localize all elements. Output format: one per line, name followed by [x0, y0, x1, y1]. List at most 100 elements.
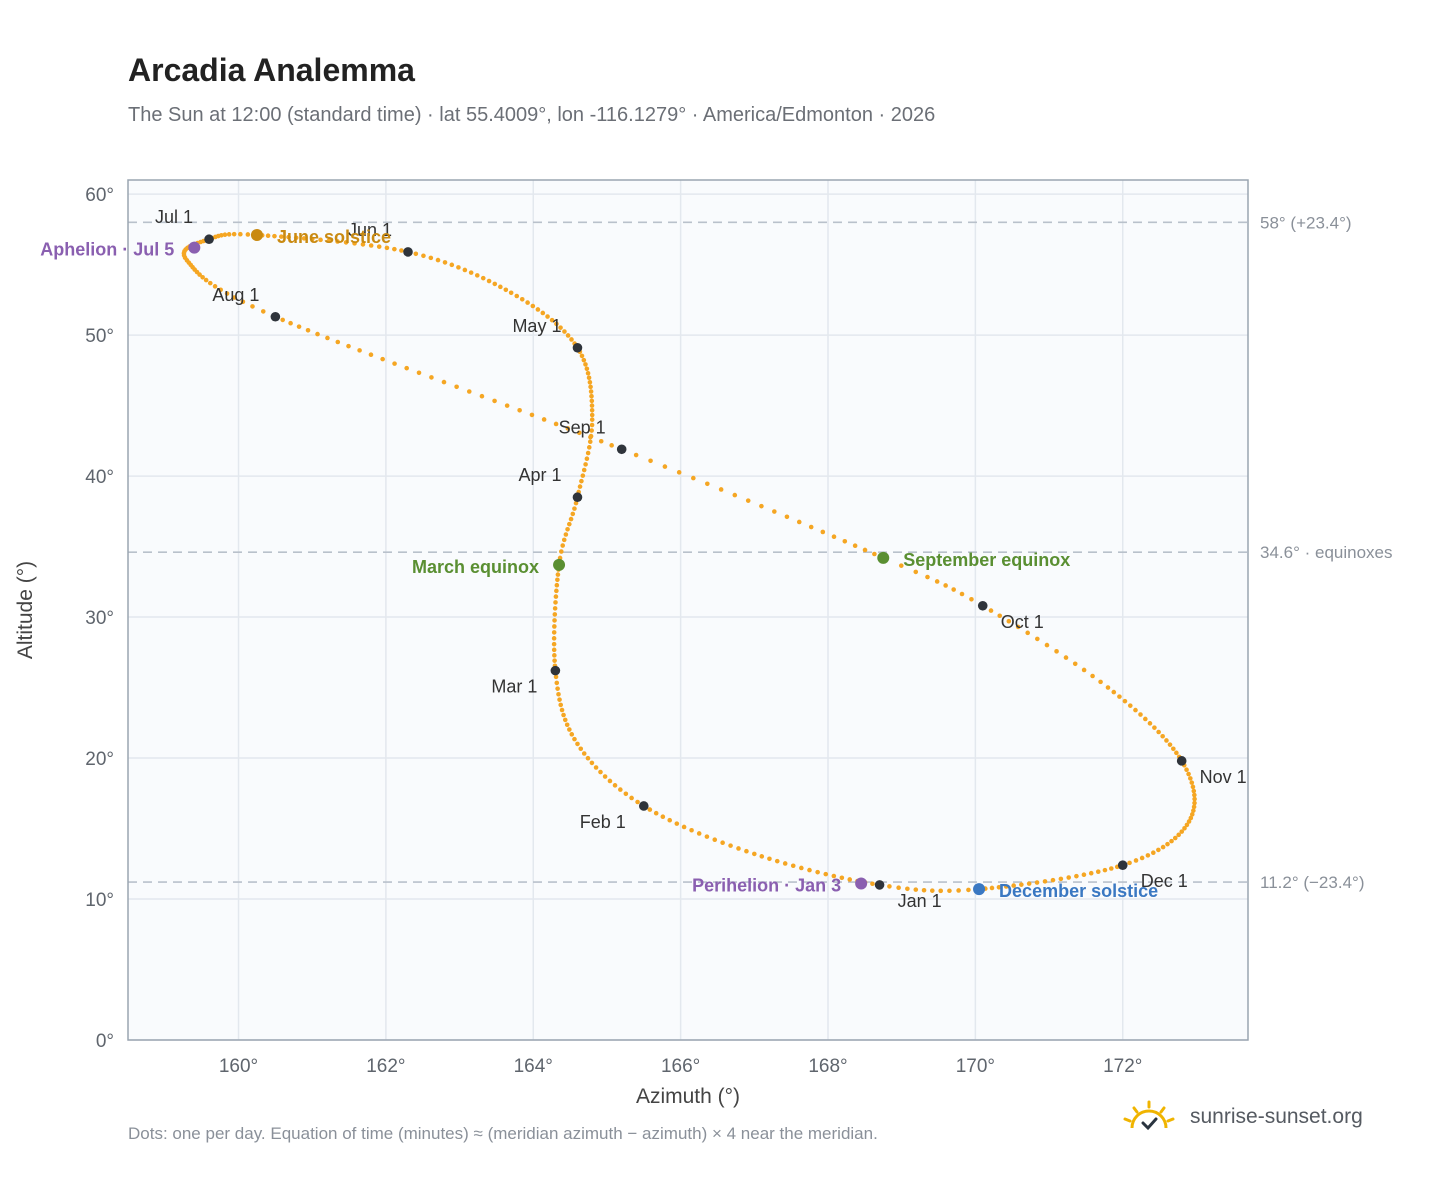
daily-dot — [820, 529, 826, 535]
daily-dot — [492, 281, 498, 287]
daily-dot — [752, 851, 757, 857]
daily-dot — [956, 888, 961, 893]
daily-dot — [930, 888, 935, 893]
daily-dot — [551, 641, 557, 647]
daily-dot — [831, 534, 837, 539]
daily-dot — [207, 280, 213, 286]
daily-dot — [492, 398, 497, 404]
daily-dot — [552, 624, 557, 629]
daily-dot — [570, 511, 576, 517]
daily-dot — [454, 384, 459, 390]
event-marker — [553, 558, 566, 571]
daily-dot — [260, 309, 266, 314]
daily-dot — [598, 769, 603, 775]
daily-dot — [790, 863, 796, 869]
daily-dot — [559, 707, 565, 713]
month-label: Jun 1 — [348, 220, 392, 240]
month-marker — [1117, 860, 1128, 870]
daily-dot — [335, 239, 340, 244]
daily-dot — [1192, 800, 1197, 806]
daily-dot — [587, 439, 593, 445]
daily-dot — [732, 492, 738, 498]
daily-dot — [561, 537, 567, 543]
y-tick-label: 30° — [85, 608, 114, 629]
daily-dot — [1160, 844, 1166, 850]
daily-dot — [589, 403, 595, 408]
month-marker — [270, 311, 281, 322]
daily-dot — [1186, 819, 1192, 824]
daily-dot — [581, 751, 587, 756]
daily-dot — [578, 746, 584, 752]
daily-dot — [782, 861, 788, 866]
daily-dot — [449, 262, 455, 268]
daily-dot — [609, 443, 614, 448]
daily-dot — [1147, 721, 1153, 726]
daily-dot — [1191, 808, 1196, 813]
brand[interactable]: sunrise-sunset.org — [1122, 1100, 1363, 1134]
daily-dot — [514, 293, 520, 299]
daily-dot — [553, 674, 559, 680]
daily-dot — [508, 290, 514, 296]
daily-dot — [635, 799, 640, 805]
month-marker — [1176, 756, 1187, 766]
daily-dot — [399, 248, 404, 253]
reference-lines: 58° (+23.4°) 34.6° · equinoxes 11.2° (−23.… — [128, 213, 1393, 892]
daily-dot — [696, 831, 702, 836]
daily-dot — [1152, 725, 1157, 730]
daily-dot — [633, 452, 639, 458]
daily-dot — [551, 647, 557, 653]
daily-dot — [618, 787, 623, 792]
daily-dot — [583, 362, 588, 367]
daily-dot — [569, 732, 575, 737]
plot-frame — [127, 179, 1249, 1041]
daily-dot — [647, 807, 653, 812]
month-marker — [550, 665, 561, 676]
daily-dot — [567, 521, 572, 527]
daily-dot — [551, 636, 557, 641]
daily-dot — [296, 324, 302, 329]
daily-dot — [1156, 847, 1161, 853]
month-label: Nov 1 — [1200, 767, 1247, 787]
daily-dot — [689, 827, 694, 833]
brand-name[interactable]: sunrise-sunset.org — [1190, 1105, 1363, 1128]
daily-dot — [579, 478, 584, 484]
daily-dot — [558, 702, 564, 708]
daily-dot — [589, 398, 595, 404]
daily-dot — [653, 810, 659, 816]
daily-dot — [498, 284, 503, 290]
daily-dot — [441, 379, 447, 385]
daily-dot — [456, 265, 461, 270]
daily-dot — [555, 577, 560, 583]
y-tick-label: 40° — [85, 467, 114, 488]
daily-dot — [286, 234, 291, 240]
daily-dot — [1011, 883, 1016, 888]
daily-dot — [674, 821, 680, 826]
daily-dot — [486, 278, 492, 284]
daily-dot — [681, 824, 687, 830]
daily-dot — [662, 464, 668, 469]
daily-dot — [466, 389, 472, 394]
month-marker — [204, 234, 214, 245]
daily-dot — [250, 304, 255, 309]
daily-dot — [231, 231, 237, 237]
daily-dot — [989, 885, 995, 891]
daily-dot — [623, 791, 629, 797]
daily-dot — [559, 549, 564, 554]
x-tick-label: 168° — [808, 1056, 847, 1077]
daily-dot — [1139, 855, 1145, 861]
daily-dot — [288, 320, 293, 326]
event-label: Aphelion · Jul 5 — [40, 240, 174, 260]
daily-dot — [966, 887, 971, 893]
x-tick-label: 166° — [661, 1056, 700, 1077]
daily-dot — [309, 236, 315, 242]
daily-dot — [745, 498, 751, 503]
daily-dot — [552, 658, 557, 663]
daily-dot — [718, 487, 724, 492]
daily-dot — [744, 848, 749, 854]
daily-dot — [1063, 655, 1069, 660]
daily-dot — [585, 370, 591, 376]
daily-dot — [562, 329, 567, 334]
daily-dot — [1058, 876, 1064, 882]
daily-dot — [1072, 661, 1078, 667]
